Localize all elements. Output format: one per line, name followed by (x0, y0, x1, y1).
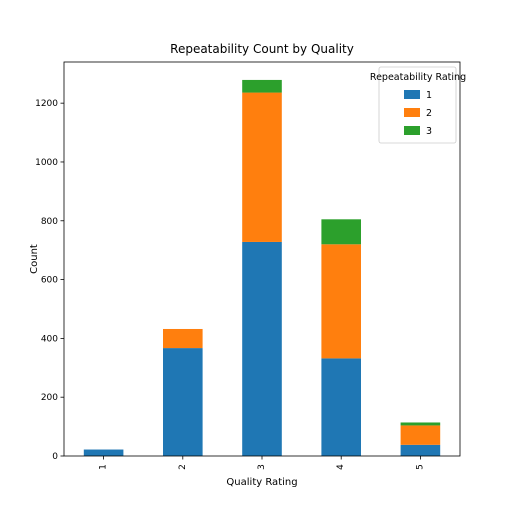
y-tick-label: 0 (52, 452, 58, 462)
y-tick-label: 400 (41, 334, 58, 344)
legend: Repeatability Rating 1 2 3 (370, 66, 466, 144)
legend-swatch-3 (404, 126, 420, 135)
bar-cat-5-series-1 (400, 444, 441, 456)
x-axis-ticks: 1 2 3 4 5 (99, 456, 425, 470)
legend-items: 1 2 3 (404, 90, 432, 137)
x-tick-label: 2 (178, 464, 188, 470)
bar-cat-5-series-2 (400, 425, 441, 445)
legend-swatch-2 (404, 108, 420, 117)
bar-cat-2-series-1 (163, 348, 203, 456)
chart-title: Repeatability Count by Quality (170, 42, 354, 56)
y-axis-ticks: 0 200 400 600 800 1000 1200 (35, 99, 64, 462)
bar-cat-4-series-1 (321, 358, 361, 456)
y-tick-label: 1200 (35, 99, 58, 109)
y-tick-label: 1000 (35, 158, 58, 168)
x-axis-label: Quality Rating (226, 477, 297, 488)
y-tick-label: 200 (41, 393, 58, 403)
x-tick-label: 1 (99, 464, 109, 470)
bar-cat-3-series-2 (242, 92, 282, 242)
bar-cat-2-series-2 (163, 328, 203, 349)
legend-title: Repeatability Rating (370, 72, 466, 83)
bar-group (83, 79, 441, 456)
x-tick-label: 4 (336, 464, 346, 470)
bar-cat-5-series-3 (400, 422, 441, 426)
bar-cat-3-series-3 (242, 79, 282, 93)
y-tick-label: 800 (41, 217, 58, 227)
legend-label-1: 1 (426, 90, 432, 101)
bar-cat-4-series-2 (321, 244, 361, 359)
x-tick-label: 5 (415, 464, 425, 470)
bar-cat-3-series-1 (242, 241, 282, 456)
legend-swatch-1 (404, 90, 420, 99)
y-tick-label: 600 (41, 276, 58, 286)
legend-box (378, 66, 457, 144)
legend-label-2: 2 (426, 108, 432, 119)
bar-cat-4-series-3 (321, 219, 361, 245)
y-axis-label: Count (29, 244, 40, 274)
x-tick-label: 3 (257, 464, 267, 470)
legend-label-3: 3 (426, 126, 432, 137)
bar-cat-1-series-1 (83, 449, 124, 456)
